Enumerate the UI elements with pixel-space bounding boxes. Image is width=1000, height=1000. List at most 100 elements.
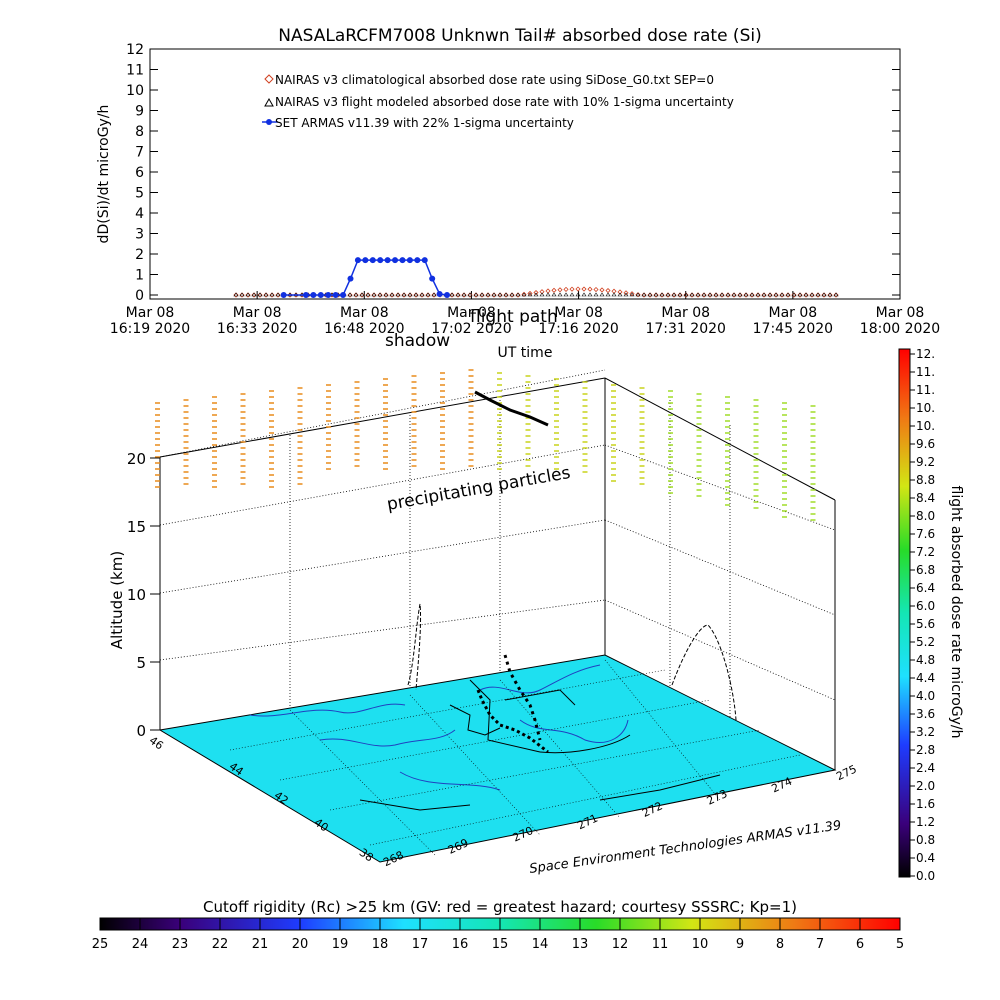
colorbar-tick-label: 1.6	[916, 797, 935, 811]
armas-point	[332, 292, 339, 298]
x-tick-label-time: 18:00 2020	[860, 321, 940, 337]
rigidity-tick-label: 25	[92, 937, 109, 952]
state-borders	[359, 679, 721, 811]
rigidity-tick-label: 21	[252, 937, 269, 952]
flight-model-marker	[491, 292, 497, 297]
flight-model-marker	[833, 292, 839, 297]
dose-rate-panel: NASALaRCFM7008 Unknwn Tail# absorbed dos…	[96, 26, 940, 361]
colorbar-tick-label: 8.4	[916, 491, 935, 505]
colorbar-tick-label: 4.8	[916, 653, 935, 667]
rigidity-tick-label: 8	[776, 937, 784, 952]
flight-model-marker	[803, 292, 809, 297]
flight-model-marker	[719, 292, 725, 297]
flight-model-marker	[779, 292, 785, 297]
climatological-marker	[581, 286, 587, 292]
colorbar-tick-label: 8.8	[916, 473, 935, 487]
colorbar-tick-label: 5.2	[916, 635, 935, 649]
altitude-axis-label: Altitude (km)	[108, 551, 126, 649]
flight-model-marker	[389, 292, 395, 297]
flight-model-marker	[797, 292, 803, 297]
flight-model-marker	[821, 292, 827, 297]
climatological-marker	[539, 289, 545, 295]
flight-model-marker	[683, 292, 689, 297]
flight-track-floor	[476, 689, 549, 754]
y-tick-label: 5	[135, 186, 144, 202]
flight-model-marker	[767, 292, 773, 297]
rigidity-tick-label: 22	[212, 937, 229, 952]
colorbar-tick-label: 12.	[916, 347, 935, 361]
coastlines	[249, 664, 629, 791]
armas-point	[325, 292, 332, 298]
flight-model-marker	[257, 292, 263, 297]
flight-model-marker	[791, 292, 797, 297]
armas-point	[280, 292, 287, 298]
flight-model-marker	[671, 292, 677, 297]
flight-model-marker	[521, 292, 527, 297]
flight-model-marker	[743, 292, 749, 297]
flight-model-marker	[485, 292, 491, 297]
colorbar-tick-label: 6.8	[916, 563, 935, 577]
flight-model-marker	[635, 292, 641, 297]
armas-series-points	[280, 257, 451, 298]
armas-point	[302, 292, 309, 298]
x-tick-label-date: Mar 08	[876, 305, 925, 321]
colorbar-ticks: 0.0 0.4 0.8 1.2 1.6 2.0 2.4 2.8 3.2 3.6 4.0 4.4 4.8 5…	[910, 347, 935, 883]
colorbar-tick-label: 9.6	[916, 437, 935, 451]
y-tick-label: 3	[135, 227, 144, 243]
flight-model-marker	[233, 292, 239, 297]
annotation-precipitating-particles: precipitating particles	[385, 463, 572, 515]
latitude-tick-label: 46	[147, 734, 166, 753]
colorbar-tick-label: 3.2	[916, 725, 935, 739]
flight-model-marker	[659, 292, 665, 297]
colorbar-tick-label: 4.0	[916, 689, 935, 703]
flight-model-marker	[545, 292, 551, 297]
armas-point	[414, 257, 421, 264]
legend-marker-flight-model	[264, 97, 274, 107]
climatological-marker	[551, 287, 557, 293]
flight-model-marker	[713, 292, 719, 297]
x-tick-label-time: 17:02 2020	[431, 321, 511, 337]
flight-model-marker	[359, 292, 365, 297]
flight-model-marker	[737, 292, 743, 297]
x-tick-label-time: 17:45 2020	[753, 321, 833, 337]
flight-track-top	[474, 390, 549, 427]
armas-point	[429, 275, 436, 282]
climatological-marker	[617, 289, 623, 295]
flight-model-marker	[497, 292, 503, 297]
y-axis-label: dD(Si)/dt microGy/h	[96, 105, 112, 244]
armas-point	[362, 257, 369, 264]
flight-model-marker	[629, 292, 635, 297]
flight-track-ground	[503, 654, 542, 741]
flight-model-marker	[641, 292, 647, 297]
climatological-marker	[629, 291, 635, 297]
flight-model-marker	[551, 292, 557, 297]
flight-model-marker	[581, 292, 587, 297]
colorbar-tick-label: 2.8	[916, 743, 935, 757]
legend-label-armas: SET ARMAS v11.39 with 22% 1-sigma uncert…	[275, 116, 574, 130]
x-tick-label-date: Mar 08	[769, 305, 818, 321]
armas-point	[347, 275, 354, 282]
flight-model-marker	[761, 292, 767, 297]
rigidity-tick-label: 15	[492, 937, 509, 952]
armas-point	[421, 257, 428, 264]
armas-point	[354, 257, 361, 264]
rigidity-tick-label: 9	[736, 937, 744, 952]
colorbar-tick-label: 9.2	[916, 455, 935, 469]
armas-point	[377, 257, 384, 264]
flight-model-marker	[587, 292, 593, 297]
armas-point	[369, 257, 376, 264]
armas-series-line	[283, 259, 448, 296]
flight-model-marker	[455, 292, 461, 297]
flight-model-marker	[665, 292, 671, 297]
armas-point	[317, 292, 324, 298]
chart-title: NASALaRCFM7008 Unknwn Tail# absorbed dos…	[278, 26, 761, 46]
rigidity-tick-label: 18	[372, 937, 389, 952]
flight-model-marker	[473, 292, 479, 297]
flight-model-marker	[611, 292, 617, 297]
x-tick-label-date: Mar 08	[340, 305, 389, 321]
flight-model-marker	[425, 292, 431, 297]
annotation-flight-path: flight path	[470, 307, 558, 327]
y-tick-label: 6	[135, 165, 144, 181]
rigidity-tick-label: 19	[332, 937, 349, 952]
